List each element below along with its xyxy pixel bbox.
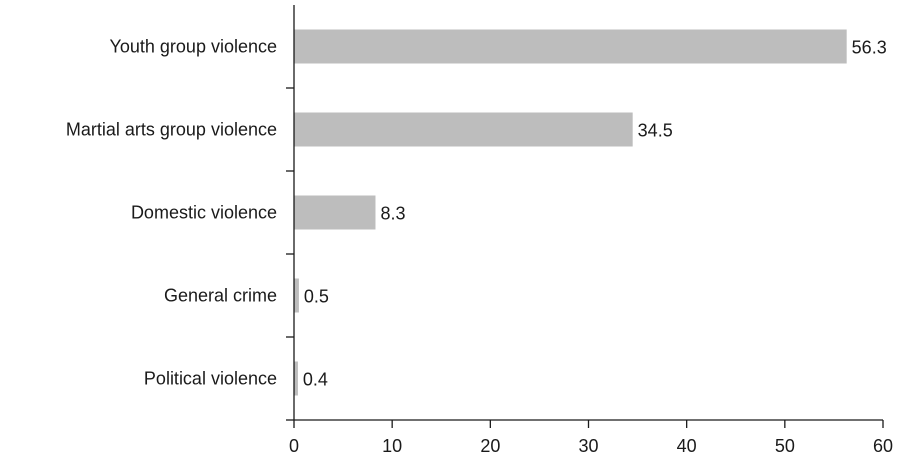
bar-0 [294, 29, 847, 64]
category-label-2: Domestic violence [131, 203, 277, 223]
value-label-2: 8.3 [380, 204, 405, 224]
bar-1 [294, 112, 633, 147]
category-labels: Youth group violence Martial arts group v… [66, 37, 277, 389]
x-axis-ticks: 0 10 20 30 40 50 60 [289, 420, 893, 456]
category-label-4: Political violence [144, 369, 277, 389]
bar-2 [294, 195, 376, 230]
value-label-3: 0.5 [304, 287, 329, 307]
value-label-1: 34.5 [638, 121, 673, 141]
x-tick-label-5: 50 [775, 436, 795, 456]
bar-4 [294, 361, 298, 396]
x-tick-label-6: 60 [873, 436, 893, 456]
value-label-4: 0.4 [303, 370, 328, 390]
bar-3 [294, 278, 299, 313]
value-label-0: 56.3 [852, 38, 887, 58]
bars-group [294, 29, 847, 396]
x-tick-label-2: 20 [480, 436, 500, 456]
category-label-1: Martial arts group violence [66, 120, 277, 140]
x-tick-label-3: 30 [578, 436, 598, 456]
y-axis-ticks [286, 87, 294, 421]
category-label-3: General crime [164, 286, 277, 306]
x-tick-label-4: 40 [677, 436, 697, 456]
value-labels: 56.3 34.5 8.3 0.5 0.4 [303, 38, 887, 390]
category-label-0: Youth group violence [110, 37, 277, 57]
x-tick-label-0: 0 [289, 436, 299, 456]
x-tick-label-1: 10 [382, 436, 402, 456]
